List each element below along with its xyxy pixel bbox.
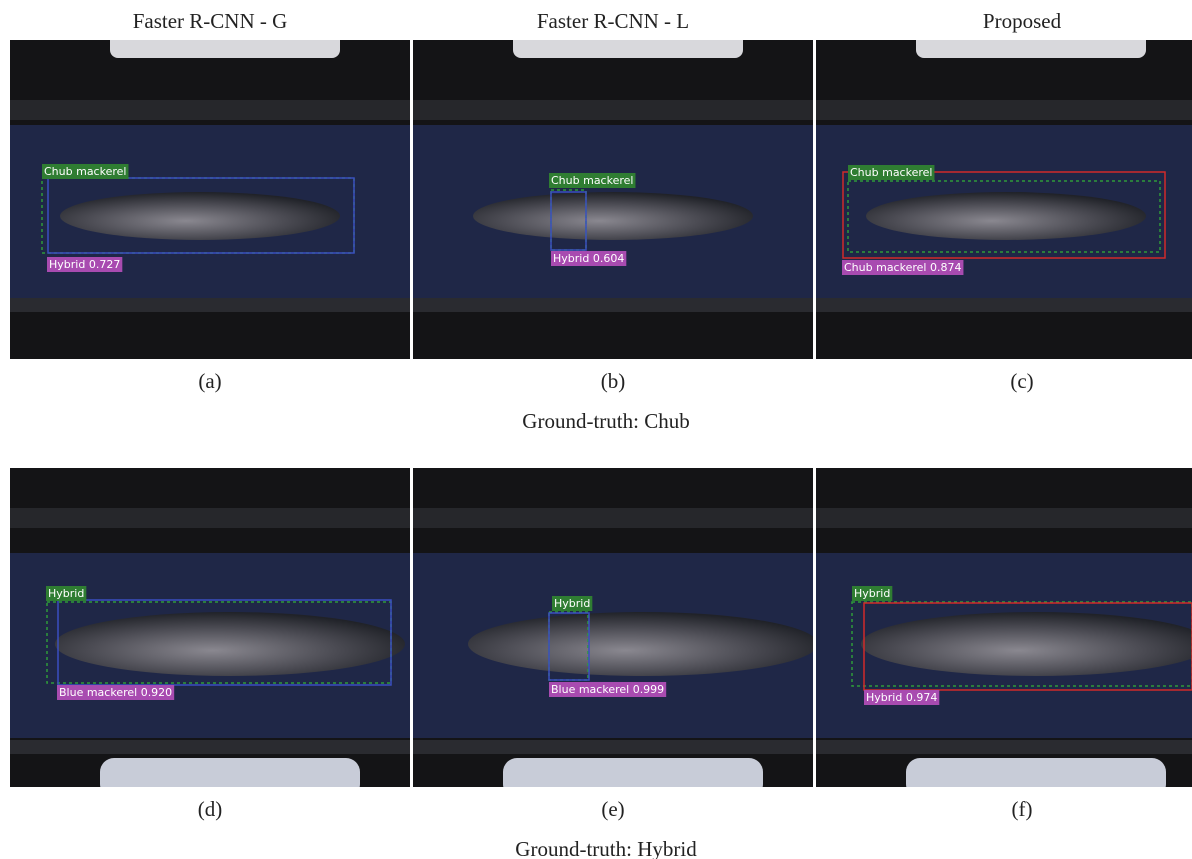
panel-label: (f) (1012, 797, 1033, 821)
light (513, 30, 743, 58)
ground-truth-label: Chub mackerel (850, 166, 932, 179)
column-title: Faster R-CNN - L (537, 9, 689, 33)
fish (473, 192, 753, 240)
light (916, 30, 1146, 58)
rail (10, 508, 410, 528)
panel-label: (e) (601, 797, 624, 821)
prediction-label: Hybrid 0.974 (866, 691, 937, 704)
ground-truth-label: Chub mackerel (551, 174, 633, 187)
ground-truth-label: Hybrid (554, 597, 590, 610)
light (110, 30, 340, 58)
panel: Hybrid Hybrid 0.974 (816, 468, 1192, 798)
fish (866, 192, 1146, 240)
panel: Chub mackerel Chub mackerel 0.874 (816, 30, 1192, 359)
light (100, 758, 360, 798)
rail (413, 298, 813, 312)
fish (55, 612, 405, 676)
prediction-label: Blue mackerel 0.920 (59, 686, 172, 699)
rail (413, 740, 813, 754)
panel-label: (b) (601, 369, 626, 393)
row-caption: Ground-truth: Hybrid (515, 837, 697, 859)
ground-truth-label: Hybrid (48, 587, 84, 600)
column-title: Proposed (983, 9, 1062, 33)
fish (468, 612, 818, 676)
light (503, 758, 763, 798)
panel-label: (d) (198, 797, 223, 821)
figure: Faster R-CNN - G Faster R-CNN - L Proposed… (0, 0, 1192, 859)
panel: Chub mackerel Hybrid 0.727 (10, 30, 410, 359)
panel: Chub mackerel Hybrid 0.604 (413, 30, 813, 359)
rail (816, 508, 1192, 528)
row-caption: Ground-truth: Chub (522, 409, 689, 433)
rail (816, 100, 1192, 120)
ground-truth-label: Chub mackerel (44, 165, 126, 178)
prediction-label: Blue mackerel 0.999 (551, 683, 664, 696)
panel: Hybrid Blue mackerel 0.920 (10, 468, 410, 798)
panel-label: (a) (198, 369, 221, 393)
prediction-label: Chub mackerel 0.874 (844, 261, 961, 274)
rail (413, 508, 813, 528)
ground-truth-label: Hybrid (854, 587, 890, 600)
rail (816, 298, 1192, 312)
panel: Hybrid Blue mackerel 0.999 (413, 468, 818, 798)
rail (10, 100, 410, 120)
light (906, 758, 1166, 798)
rail (413, 100, 813, 120)
rail (10, 298, 410, 312)
fish (60, 192, 340, 240)
panel-label: (c) (1010, 369, 1033, 393)
rail (10, 740, 410, 754)
prediction-label: Hybrid 0.604 (553, 252, 624, 265)
rail (816, 740, 1192, 754)
prediction-label: Hybrid 0.727 (49, 258, 120, 271)
column-title: Faster R-CNN - G (133, 9, 288, 33)
